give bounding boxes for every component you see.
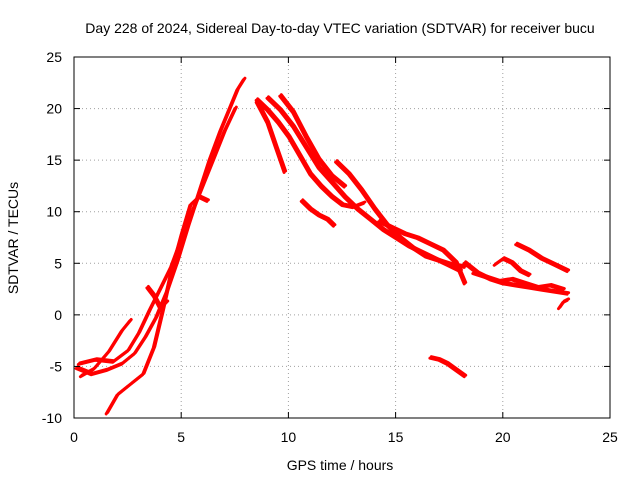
y-tick-label-3: 5: [54, 255, 62, 271]
x-tick-label-4: 20: [495, 429, 511, 445]
satellite-track-15-marks: [472, 270, 566, 291]
chart-title: Day 228 of 2024, Sidereal Day-to-day VTE…: [85, 20, 594, 36]
x-axis-label: GPS time / hours: [287, 457, 394, 473]
satellite-track-13-marks: [429, 355, 468, 377]
data-series: [74, 76, 571, 416]
satellite-track-10-marks: [301, 198, 337, 227]
satellite-track-12: [376, 220, 466, 286]
y-tick-label-1: -5: [50, 358, 63, 374]
satellite-track-17-marks: [515, 241, 571, 272]
x-tick-label-5: 25: [602, 429, 618, 445]
axis-ticks: 0 5 10 15 20 25 -10 -5 0 5 10 15 20 25: [42, 49, 618, 445]
satellite-track-17: [514, 243, 569, 273]
satellite-track-7-marks: [267, 95, 463, 272]
x-tick-label-2: 10: [281, 429, 297, 445]
satellite-track-1-marks: [76, 76, 247, 375]
satellite-track-6-marks: [256, 97, 367, 208]
satellite-track-9-marks: [279, 93, 348, 187]
satellite-track-8-marks: [256, 99, 288, 173]
grid: [74, 57, 610, 418]
satellite-track-2: [76, 107, 237, 366]
satellite-track-11: [334, 160, 466, 269]
y-tick-label-6: 20: [46, 101, 62, 117]
y-tick-label-7: 25: [46, 49, 62, 65]
plot-frame: [73, 56, 611, 419]
satellite-track-8: [254, 100, 286, 174]
satellite-track-5-marks: [146, 285, 170, 309]
y-tick-label-2: 0: [54, 307, 62, 323]
satellite-track-10: [299, 199, 335, 228]
x-tick-label-1: 5: [177, 429, 185, 445]
satellite-track-11-marks: [335, 159, 468, 268]
y-axis-label: SDTVAR / TECUs: [5, 182, 21, 294]
satellite-track-13: [428, 356, 466, 379]
satellite-track-16-marks: [494, 256, 532, 276]
y-tick-label-4: 10: [46, 204, 62, 220]
y-tick-label-5: 15: [46, 152, 62, 168]
x-tick-label-3: 15: [388, 429, 404, 445]
satellite-track-9: [278, 94, 346, 189]
satellite-track-6: [254, 98, 365, 210]
y-tick-label-0: -10: [42, 410, 62, 426]
satellite-track-3-marks: [106, 194, 210, 414]
satellite-track-12-marks: [378, 219, 468, 284]
satellite-track-2-marks: [78, 105, 238, 365]
x-tick-label-0: 0: [70, 429, 78, 445]
satellite-track-4-marks: [80, 318, 133, 377]
satellite-track-18-marks: [558, 297, 571, 309]
